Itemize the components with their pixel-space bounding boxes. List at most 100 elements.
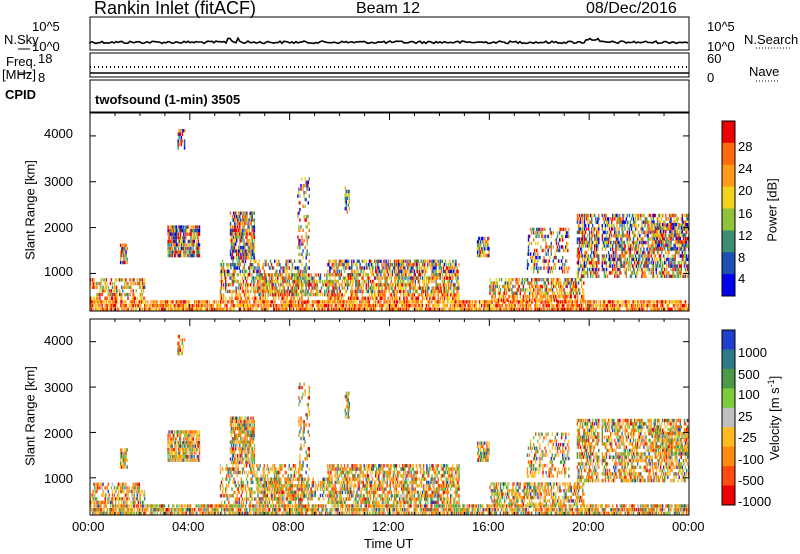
range-cell xyxy=(362,307,364,311)
range-cell xyxy=(90,278,92,282)
range-cell xyxy=(622,300,624,304)
range-cell xyxy=(253,225,256,229)
range-cell xyxy=(169,232,171,236)
range-cell xyxy=(289,307,292,311)
range-cell xyxy=(212,300,215,304)
range-cell xyxy=(180,135,183,140)
range-cell xyxy=(281,289,283,293)
range-cell xyxy=(386,307,388,311)
range-cell xyxy=(604,307,607,311)
range-cell xyxy=(170,243,172,247)
range-cell xyxy=(659,303,662,308)
range-cell xyxy=(221,307,223,311)
range-cell xyxy=(412,300,414,304)
range-cell xyxy=(247,303,249,308)
range-cell xyxy=(194,229,196,233)
range-cell xyxy=(330,273,332,277)
range-cell xyxy=(256,266,258,270)
range-cell xyxy=(451,307,454,311)
range-cell xyxy=(392,303,394,308)
range-cell xyxy=(628,213,631,218)
range-cell xyxy=(489,307,491,311)
range-cell xyxy=(174,250,177,254)
range-cell xyxy=(619,307,621,311)
range-cell xyxy=(286,266,288,270)
range-cell xyxy=(113,285,116,289)
range-cell xyxy=(356,279,358,284)
range-cell xyxy=(633,307,636,311)
range-cell xyxy=(576,307,579,311)
range-cell xyxy=(285,276,287,280)
range-cell xyxy=(413,293,415,297)
range-cell xyxy=(524,307,527,311)
range-cell xyxy=(591,247,593,251)
range-cell xyxy=(578,303,581,308)
range-cell xyxy=(643,307,645,311)
range-cell xyxy=(634,303,637,308)
range-cell xyxy=(257,283,259,287)
range-cell xyxy=(432,289,434,294)
range-cell xyxy=(232,269,234,274)
range-cell xyxy=(344,276,347,280)
range-cell xyxy=(405,286,407,290)
range-cell xyxy=(442,300,444,304)
range-cell xyxy=(191,229,193,233)
range-cell xyxy=(400,269,402,274)
range-cell xyxy=(332,307,334,311)
range-cell xyxy=(130,303,132,308)
range-cell xyxy=(267,307,270,311)
velocity-cbar-tick: 1000 xyxy=(738,345,767,360)
range-cell xyxy=(175,239,178,244)
range-cell xyxy=(235,286,237,290)
range-cell xyxy=(157,303,159,308)
range-cell xyxy=(498,278,501,282)
range-cell xyxy=(541,227,543,232)
range-cell xyxy=(525,303,528,308)
range-cell xyxy=(260,273,262,277)
range-cell xyxy=(415,263,417,267)
range-cell xyxy=(259,286,261,290)
range-cell xyxy=(315,292,317,297)
range-cell xyxy=(208,303,210,308)
range-cell xyxy=(625,267,627,272)
range-cell xyxy=(137,300,140,304)
range-cell xyxy=(256,273,258,277)
range-cell xyxy=(674,300,676,304)
range-cell xyxy=(206,300,208,304)
range-cell xyxy=(400,303,403,308)
range-cell xyxy=(534,307,536,311)
range-cell xyxy=(508,300,510,304)
range-cell xyxy=(321,307,324,311)
range-cell xyxy=(436,300,438,304)
range-cell xyxy=(291,289,293,293)
range-cell xyxy=(121,253,123,258)
range-cell xyxy=(389,273,391,277)
range-cell xyxy=(439,273,441,277)
range-cell xyxy=(332,293,334,297)
range-cell xyxy=(550,241,552,246)
range-cell xyxy=(288,289,290,294)
range-cell xyxy=(187,303,190,308)
range-cell xyxy=(606,307,609,311)
range-cell xyxy=(579,217,582,221)
range-cell xyxy=(483,240,485,244)
range-cell xyxy=(230,307,232,311)
range-cell xyxy=(632,244,635,248)
range-cell xyxy=(252,232,254,236)
range-cell xyxy=(593,230,595,235)
range-cell xyxy=(345,276,348,280)
range-cell xyxy=(243,266,246,270)
range-cell xyxy=(533,252,535,256)
range-cell xyxy=(282,276,284,280)
range-cell xyxy=(568,278,570,282)
range-cell xyxy=(100,278,102,282)
range-cell xyxy=(233,263,235,267)
range-cell xyxy=(412,307,414,311)
range-cell xyxy=(631,300,634,304)
range-cell xyxy=(347,296,350,300)
range-cell xyxy=(525,300,528,304)
range-cell xyxy=(562,300,564,304)
range-cell xyxy=(626,300,628,304)
range-cell xyxy=(181,307,183,311)
range-cell xyxy=(250,263,252,267)
